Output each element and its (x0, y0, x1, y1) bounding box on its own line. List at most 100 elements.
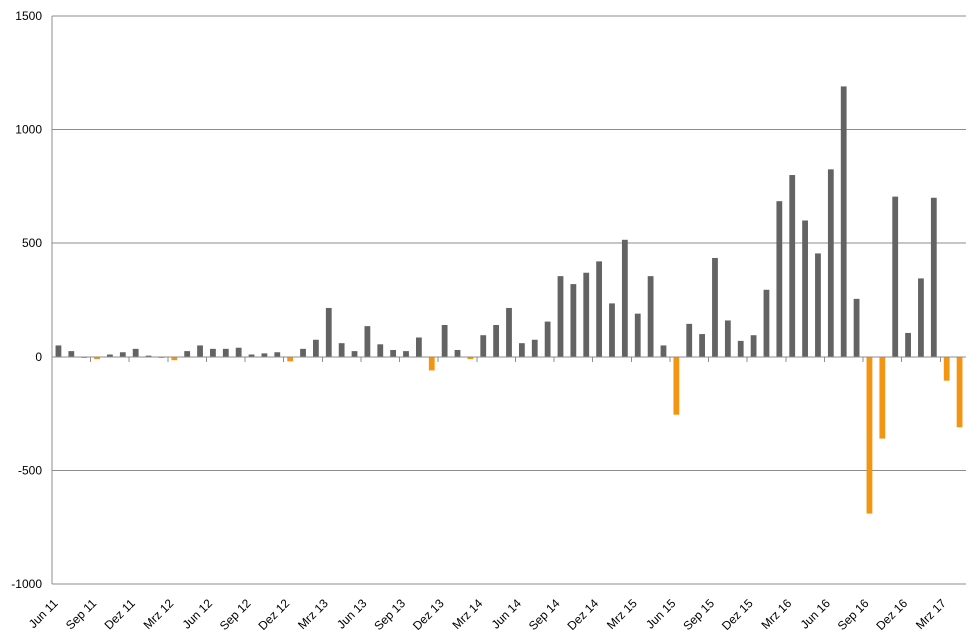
bar-apr-15 (647, 276, 654, 357)
x-tick-label: Dez 13 (410, 596, 447, 633)
bar-okt-16 (879, 356, 886, 439)
x-tick-label: Dez 16 (873, 596, 910, 633)
x-tick-label: Jun 11 (26, 596, 61, 631)
bar-jan-16 (763, 289, 770, 357)
y-tick-label: -500 (18, 463, 42, 477)
bar-mrz-13 (325, 307, 332, 357)
x-tick-label: Dez 14 (564, 596, 601, 633)
bar-aug-12 (235, 347, 242, 357)
bar-dez-13 (441, 324, 448, 357)
bar-nov-14 (583, 272, 590, 357)
x-tick-label: Dez 12 (255, 596, 292, 633)
bar-okt-12 (261, 353, 268, 357)
x-tick-label: Sep 15 (680, 596, 717, 633)
bar-jan-13 (300, 348, 306, 357)
y-tick-label: 1500 (15, 9, 42, 23)
x-tick-label: Mrz 15 (604, 596, 640, 632)
bar-nov-16 (892, 196, 899, 357)
bar-mai-13 (351, 351, 358, 357)
x-tick-label: Mrz 17 (913, 596, 949, 632)
y-tick-label: 1000 (15, 123, 42, 137)
x-tick-label: Jun 12 (180, 596, 216, 632)
bar-aug-16 (853, 298, 860, 357)
bar-nov-15 (737, 340, 744, 357)
bar-feb-13 (313, 339, 319, 357)
bar-aug-15 (699, 334, 705, 357)
bar-dez-11 (132, 348, 139, 357)
bar-mrz-17 (943, 356, 950, 381)
x-tick-label: Mrz 12 (141, 596, 177, 632)
bar-mrz-15 (634, 313, 641, 357)
bar-sep-12 (248, 354, 255, 357)
bar-mai-12 (197, 345, 203, 357)
bar-mrz-16 (789, 175, 796, 357)
x-tick-label: Jun 13 (334, 596, 370, 632)
bar-mai-15 (660, 345, 667, 357)
axes (51, 16, 966, 584)
bar-okt-11 (107, 354, 113, 357)
bar-dez-16 (905, 332, 911, 357)
bar-jul-11 (68, 351, 75, 357)
x-tick-label: Jun 15 (643, 596, 679, 632)
bar-sep-14 (557, 276, 564, 357)
bar-jul-16 (840, 86, 847, 357)
bar-mai-14 (506, 307, 512, 357)
bar-feb-14 (467, 356, 474, 360)
bar-apr-12 (184, 351, 191, 357)
bar-jan-12 (145, 355, 152, 357)
bar-apr-14 (493, 324, 500, 357)
bar-mrz-14 (480, 335, 487, 357)
bar-aug-13 (390, 349, 397, 357)
bar-jun-13 (364, 326, 371, 357)
y-tick-label: 500 (22, 236, 42, 250)
bar-apr-17 (956, 356, 963, 428)
x-tick-label: Jun 16 (798, 596, 834, 632)
bar-sep-16 (866, 356, 873, 514)
bar-jul-14 (531, 339, 538, 357)
bar-nov-11 (119, 352, 126, 357)
bar-sep-13 (403, 351, 409, 357)
y-tick-label: 0 (35, 350, 42, 364)
bar-dez-14 (596, 261, 603, 357)
bar-jul-12 (222, 348, 229, 357)
bar-apr-13 (338, 343, 345, 357)
bars (55, 86, 963, 514)
bar-jan-15 (609, 303, 615, 357)
x-tick-label: Sep 13 (371, 596, 408, 633)
bar-aug-14 (544, 321, 551, 357)
bar-jan-14 (454, 349, 461, 357)
bar-jun-11 (55, 345, 62, 357)
x-tick-label: Sep 11 (63, 596, 99, 632)
bar-okt-13 (415, 337, 422, 357)
bar-jul-15 (686, 323, 693, 357)
bar-mrz-12 (171, 356, 178, 361)
bar-mai-16 (815, 253, 821, 357)
bar-sep-15 (712, 257, 718, 357)
x-tick-label: Mrz 13 (295, 596, 331, 632)
bar-jun-15 (673, 356, 680, 415)
bar-feb-15 (621, 239, 628, 357)
bar-sep-11 (94, 356, 100, 360)
y-tick-label: -1000 (11, 577, 42, 591)
bar-jun-12 (210, 348, 216, 357)
x-tick-label: Sep 12 (217, 596, 254, 633)
x-tick-label: Dez 11 (102, 596, 138, 632)
bar-okt-14 (570, 284, 577, 357)
bar-jan-17 (918, 278, 924, 357)
bar-jun-16 (827, 169, 834, 357)
bar-okt-15 (724, 320, 731, 357)
bar-feb-17 (930, 197, 937, 357)
bar-apr-16 (802, 220, 808, 357)
bar-jul-13 (377, 344, 384, 357)
bar-jun-14 (518, 343, 525, 357)
x-tick-label: Mrz 14 (450, 596, 486, 632)
bar-feb-16 (776, 201, 783, 357)
bar-dez-15 (750, 335, 757, 357)
bar-nov-12 (274, 352, 281, 357)
x-tick-label: Mrz 16 (758, 596, 794, 632)
x-tick-label: Sep 14 (526, 596, 563, 633)
x-tick-label: Sep 16 (835, 596, 872, 633)
